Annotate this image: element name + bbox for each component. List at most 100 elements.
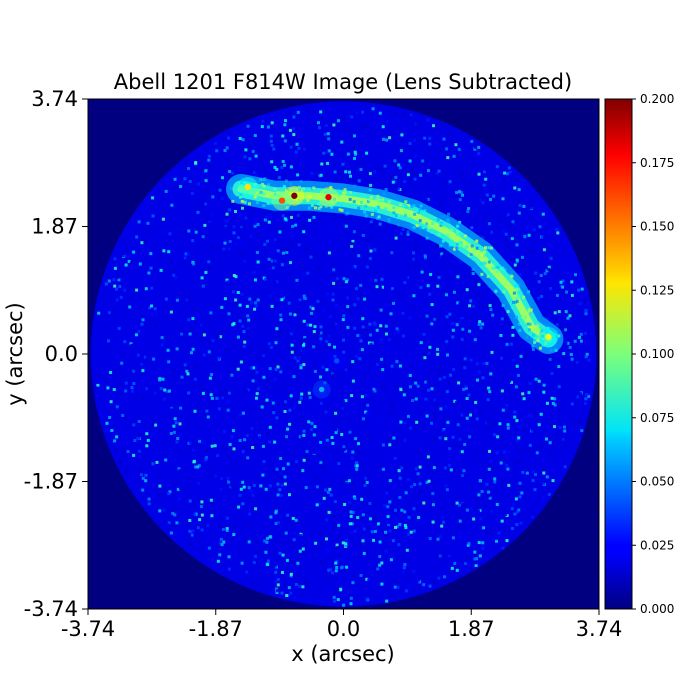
noise-pixel	[262, 354, 266, 358]
noise-pixel	[499, 461, 503, 465]
noise-pixel	[241, 450, 245, 454]
noise-pixel	[185, 349, 189, 353]
noise-pixel	[450, 391, 454, 394]
noise-pixel	[371, 354, 375, 358]
noise-pixel	[388, 303, 392, 307]
noise-pixel	[355, 461, 359, 465]
noise-pixel	[436, 537, 440, 541]
noise-pixel	[450, 408, 454, 412]
noise-pixel	[447, 382, 451, 386]
noise-pixel	[106, 367, 110, 371]
noise-pixel	[237, 454, 241, 458]
noise-pixel	[524, 275, 528, 279]
noise-pixel	[211, 475, 215, 479]
noise-pixel	[431, 520, 435, 524]
noise-pixel	[135, 333, 138, 337]
noise-pixel	[427, 351, 431, 355]
noise-pixel	[234, 210, 237, 213]
noise-pixel	[117, 278, 121, 282]
noise-pixel	[329, 324, 333, 327]
noise-pixel	[292, 538, 296, 542]
noise-pixel	[567, 445, 571, 449]
arc-pixel	[392, 206, 396, 210]
noise-pixel	[483, 305, 487, 309]
noise-pixel	[587, 394, 591, 398]
noise-pixel	[444, 547, 448, 551]
noise-pixel	[238, 413, 242, 417]
noise-pixel	[354, 152, 358, 156]
noise-pixel	[298, 435, 302, 439]
noise-pixel	[393, 320, 397, 323]
noise-pixel	[382, 589, 385, 593]
noise-pixel	[319, 331, 323, 335]
noise-pixel	[533, 205, 537, 209]
noise-pixel	[432, 567, 436, 570]
noise-pixel	[334, 421, 338, 424]
noise-pixel	[113, 439, 117, 443]
noise-pixel	[449, 468, 453, 472]
noise-pixel	[564, 310, 568, 314]
noise-pixel	[161, 398, 165, 402]
noise-pixel	[137, 449, 141, 453]
noise-pixel	[393, 585, 397, 589]
arc-pixel	[495, 270, 499, 274]
arc-pixel	[514, 296, 518, 300]
noise-pixel	[477, 145, 481, 149]
noise-pixel	[319, 325, 323, 329]
noise-pixel	[348, 575, 352, 579]
noise-pixel	[328, 287, 332, 291]
noise-pixel	[185, 486, 189, 490]
noise-pixel	[394, 111, 398, 115]
noise-pixel	[348, 158, 352, 162]
noise-pixel	[335, 566, 339, 569]
noise-pixel	[436, 352, 440, 356]
arc-pixel	[450, 228, 453, 232]
noise-pixel	[215, 346, 219, 350]
noise-pixel	[331, 135, 335, 139]
noise-pixel	[151, 196, 155, 200]
noise-pixel	[405, 466, 409, 470]
noise-pixel	[462, 173, 466, 177]
noise-pixel	[550, 267, 554, 271]
noise-pixel	[339, 409, 343, 413]
arc-pixel	[513, 300, 517, 304]
noise-pixel	[173, 417, 177, 421]
noise-pixel	[191, 347, 195, 351]
noise-pixel	[481, 201, 485, 205]
noise-pixel	[354, 351, 358, 355]
noise-pixel	[142, 379, 146, 383]
noise-pixel	[521, 271, 525, 275]
noise-pixel	[539, 298, 543, 301]
noise-pixel	[287, 441, 291, 445]
noise-pixel	[422, 501, 426, 505]
noise-pixel	[206, 504, 210, 508]
noise-pixel	[438, 436, 442, 440]
noise-pixel	[175, 440, 179, 444]
noise-pixel	[438, 124, 442, 128]
noise-pixel	[387, 512, 390, 515]
noise-pixel	[460, 337, 464, 341]
noise-pixel	[577, 288, 581, 292]
noise-pixel	[174, 275, 178, 279]
noise-pixel	[228, 240, 232, 243]
noise-pixel	[425, 314, 429, 318]
noise-pixel	[373, 248, 377, 252]
noise-pixel	[358, 291, 362, 295]
noise-pixel	[344, 535, 348, 539]
noise-pixel	[458, 302, 462, 305]
noise-pixel	[446, 353, 449, 357]
noise-pixel	[490, 350, 494, 354]
noise-pixel	[489, 308, 493, 312]
noise-pixel	[516, 461, 520, 465]
noise-pixel	[128, 305, 132, 309]
noise-pixel	[369, 249, 373, 253]
arc-pixel	[381, 198, 385, 202]
noise-pixel	[290, 292, 293, 296]
noise-pixel	[383, 534, 387, 538]
noise-pixel	[268, 440, 272, 444]
noise-pixel	[171, 512, 175, 515]
noise-pixel	[438, 535, 442, 539]
noise-pixel	[516, 510, 520, 514]
noise-pixel	[277, 521, 281, 525]
noise-pixel	[254, 174, 258, 178]
